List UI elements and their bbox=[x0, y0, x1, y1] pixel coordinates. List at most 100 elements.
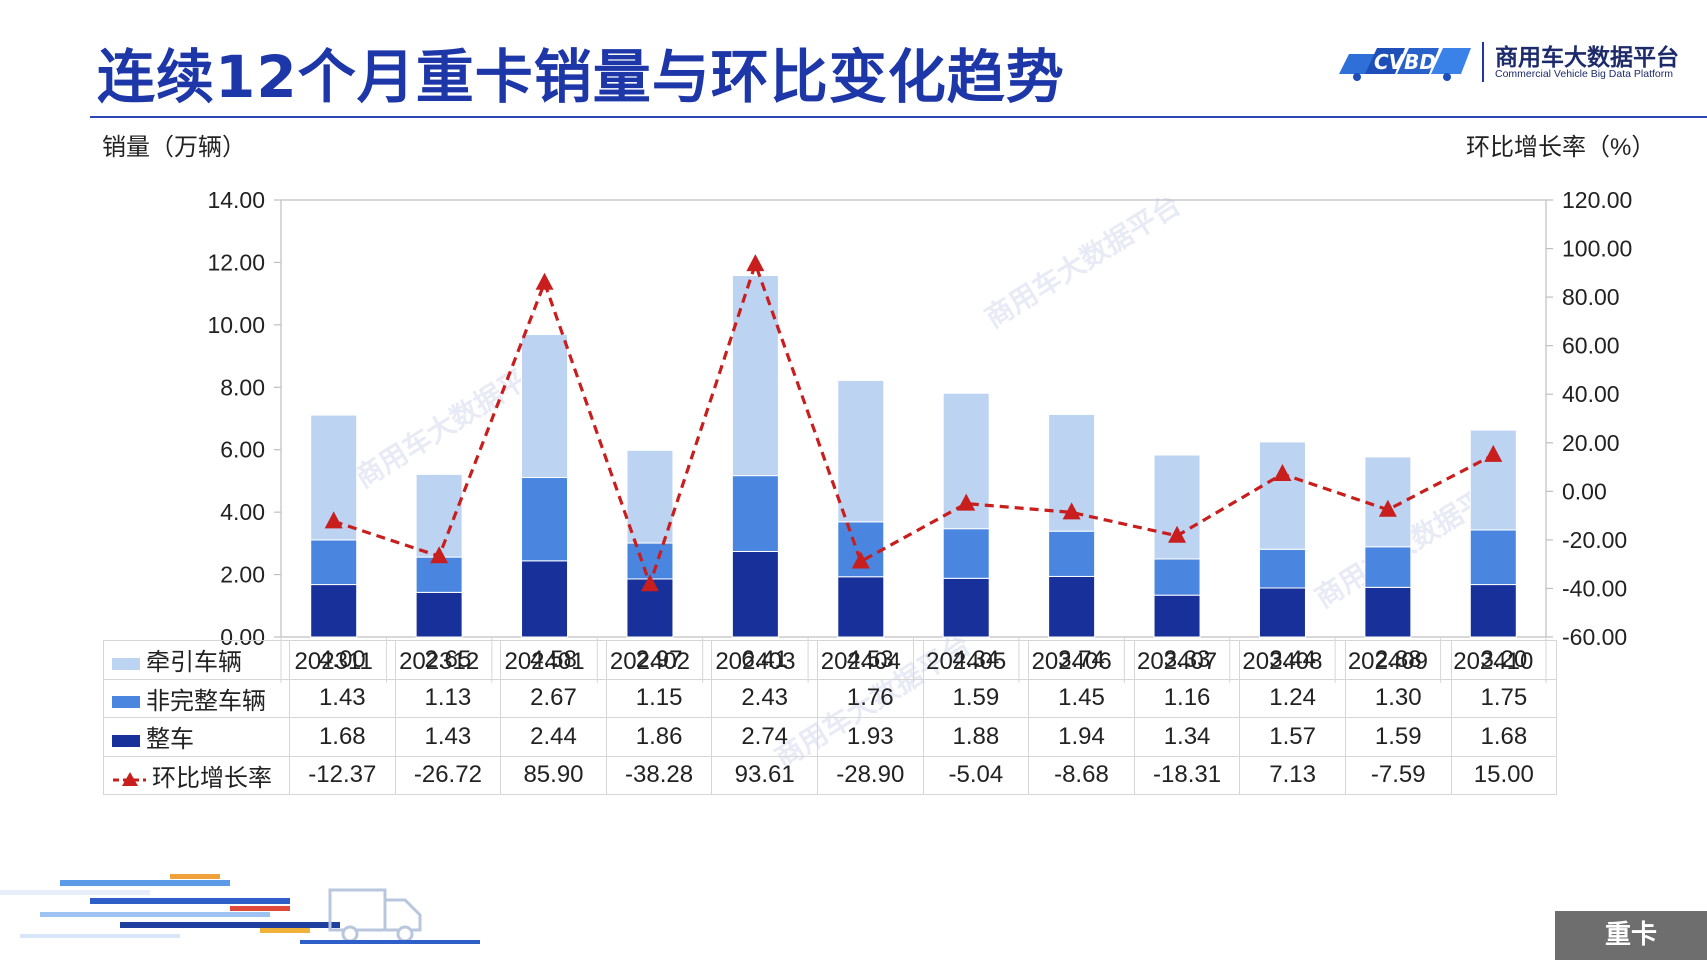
y-tick-label: 10.00 bbox=[207, 312, 265, 338]
growth-point bbox=[430, 546, 449, 564]
table-cell: -5.04 bbox=[922, 755, 1030, 795]
table-cell: 1.75 bbox=[1450, 678, 1558, 718]
growth-point bbox=[851, 551, 870, 569]
legend-cell: 非完整车辆 bbox=[103, 678, 290, 718]
bar-non-complete bbox=[1048, 530, 1096, 577]
bar-complete bbox=[1258, 587, 1306, 638]
legend-label: 牵引车辆 bbox=[146, 649, 242, 677]
y-axis-right-label: 环比增长率（%） bbox=[1466, 134, 1656, 161]
bar-non-complete bbox=[1469, 529, 1517, 586]
brand-subtitle: Commercial Vehicle Big Data Platform bbox=[1495, 68, 1673, 80]
bar-tractor bbox=[1258, 441, 1306, 550]
table-cell: 2.74 bbox=[711, 717, 818, 757]
legend-label: 非完整车辆 bbox=[146, 687, 266, 715]
bar-non-complete bbox=[1364, 546, 1412, 588]
table-cell: -26.72 bbox=[394, 755, 502, 795]
bar-non-complete bbox=[310, 539, 358, 586]
table-cell: 1.57 bbox=[1239, 717, 1346, 757]
table-cell: 1.13 bbox=[394, 678, 502, 718]
table-cell: -8.68 bbox=[1028, 755, 1135, 795]
y-right-tick-label: -20.00 bbox=[1562, 527, 1627, 553]
y-tick-label: 14.00 bbox=[207, 187, 265, 213]
y-tick-label: 12.00 bbox=[207, 249, 265, 275]
brand-name: 商用车大数据平台 bbox=[1495, 45, 1679, 71]
sales-chart: 0.00 2.00 4.00 6.00 8.00 10.00 12.00 14.00 -60.… bbox=[207, 187, 1632, 683]
y-right-tick-label: 100.00 bbox=[1562, 236, 1632, 262]
bar-tractor bbox=[837, 379, 885, 523]
table-row: 牵引车辆 4.00 2.65 4.58 2.97 6.41 4.53 4.34 3.74 3.33… bbox=[103, 640, 1558, 680]
table-cell: 1.45 bbox=[1028, 678, 1135, 718]
table-cell: 7.13 bbox=[1239, 755, 1346, 795]
growth-point bbox=[1168, 525, 1187, 543]
category-tag: 重卡 bbox=[1555, 911, 1707, 960]
table-row: 非完整车辆 1.43 1.13 2.67 1.15 2.43 1.76 1.59 1.45 1.1… bbox=[103, 678, 1558, 718]
bar-non-complete bbox=[1153, 558, 1201, 596]
growth-point bbox=[640, 574, 659, 592]
growth-point bbox=[1062, 502, 1081, 520]
bar-complete bbox=[310, 584, 358, 638]
table-cell: 2.88 bbox=[1344, 640, 1452, 680]
table-cell: -38.28 bbox=[605, 755, 713, 795]
bar-non-complete bbox=[1258, 548, 1306, 589]
bar-complete bbox=[1364, 586, 1412, 638]
y-right-tick-label: 80.00 bbox=[1562, 284, 1620, 310]
bar-complete bbox=[521, 560, 569, 638]
bar-complete bbox=[731, 550, 779, 638]
table-cell: 3.33 bbox=[1133, 640, 1241, 680]
table-cell: 1.30 bbox=[1344, 678, 1452, 718]
table-cell: 3.74 bbox=[1028, 640, 1135, 680]
y-axis-right-ticks: -60.00 -40.00 -20.00 0.00 20.00 40.00 60.00 80.… bbox=[1546, 187, 1632, 650]
table-cell: 1.94 bbox=[1028, 717, 1135, 757]
table-cell: 15.00 bbox=[1450, 755, 1558, 795]
table-cell: -12.37 bbox=[289, 755, 396, 795]
table-cell: 2.43 bbox=[711, 678, 818, 718]
table-cell: 1.43 bbox=[289, 678, 396, 718]
legend-label: 环比增长率 bbox=[152, 764, 272, 792]
bar-complete bbox=[1048, 575, 1096, 638]
table-cell: 1.68 bbox=[1450, 717, 1558, 757]
y-right-tick-label: -60.00 bbox=[1562, 624, 1627, 650]
growth-line bbox=[324, 254, 1503, 592]
y-axis-left-label: 销量（万辆） bbox=[102, 134, 246, 161]
y-right-tick-label: -40.00 bbox=[1562, 575, 1627, 601]
table-row: 环比增长率 -12.37 -26.72 85.90 -38.28 93.61 -28.90-… bbox=[103, 755, 1558, 795]
bar-tractor bbox=[521, 334, 569, 478]
bar-tractor bbox=[626, 449, 674, 544]
bars bbox=[310, 275, 1517, 638]
brand-block: CVBD 商用车大数据平台 Commercial Vehicle Big Dat… bbox=[1335, 38, 1695, 88]
table-cell: 1.88 bbox=[922, 717, 1030, 757]
table-cell: 1.68 bbox=[289, 717, 396, 757]
legend-label: 整车 bbox=[146, 726, 194, 754]
table-cell: 2.97 bbox=[605, 640, 713, 680]
growth-point bbox=[1378, 499, 1397, 517]
table-cell: 2.67 bbox=[500, 678, 607, 718]
legend-key-non-complete bbox=[112, 696, 140, 709]
y-tick-label: 8.00 bbox=[220, 374, 265, 400]
legend-key-tractor bbox=[112, 657, 140, 670]
bar-non-complete bbox=[731, 475, 779, 552]
bar-non-complete bbox=[942, 528, 990, 579]
table-cell: 3.20 bbox=[1450, 640, 1558, 680]
page-title: 连续12个月重卡销量与环比变化趋势 bbox=[97, 43, 1065, 111]
table-cell: 3.44 bbox=[1239, 640, 1346, 680]
table-cell: -18.31 bbox=[1133, 755, 1241, 795]
y-tick-label: 6.00 bbox=[220, 437, 265, 463]
brand-separator bbox=[1482, 42, 1484, 82]
table-cell: 85.90 bbox=[500, 755, 607, 795]
bar-complete bbox=[415, 591, 463, 638]
table-cell: 1.43 bbox=[394, 717, 502, 757]
growth-point bbox=[1273, 464, 1292, 482]
table-cell: 93.61 bbox=[711, 755, 818, 795]
table-cell: 1.34 bbox=[1133, 717, 1241, 757]
table-cell: 1.76 bbox=[816, 678, 924, 718]
table-cell: 2.44 bbox=[500, 717, 607, 757]
y-right-tick-label: 40.00 bbox=[1562, 381, 1620, 407]
plot-frame bbox=[280, 199, 1547, 638]
legend-key-growth bbox=[113, 772, 146, 787]
table-cell: 4.00 bbox=[289, 640, 396, 680]
growth-point bbox=[324, 511, 343, 529]
table-row: 整车 1.68 1.43 2.44 1.86 2.74 1.93 1.88 1.94 1.34 1.… bbox=[103, 717, 1558, 757]
table-cell: 1.59 bbox=[1344, 717, 1452, 757]
table-cell: 1.15 bbox=[605, 678, 713, 718]
cvbd-logo-icon: CVBD bbox=[1339, 48, 1471, 81]
